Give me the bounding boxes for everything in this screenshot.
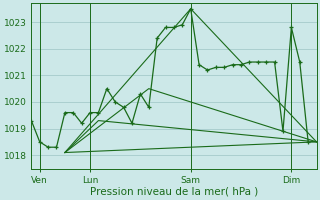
- X-axis label: Pression niveau de la mer( hPa ): Pression niveau de la mer( hPa ): [90, 187, 258, 197]
